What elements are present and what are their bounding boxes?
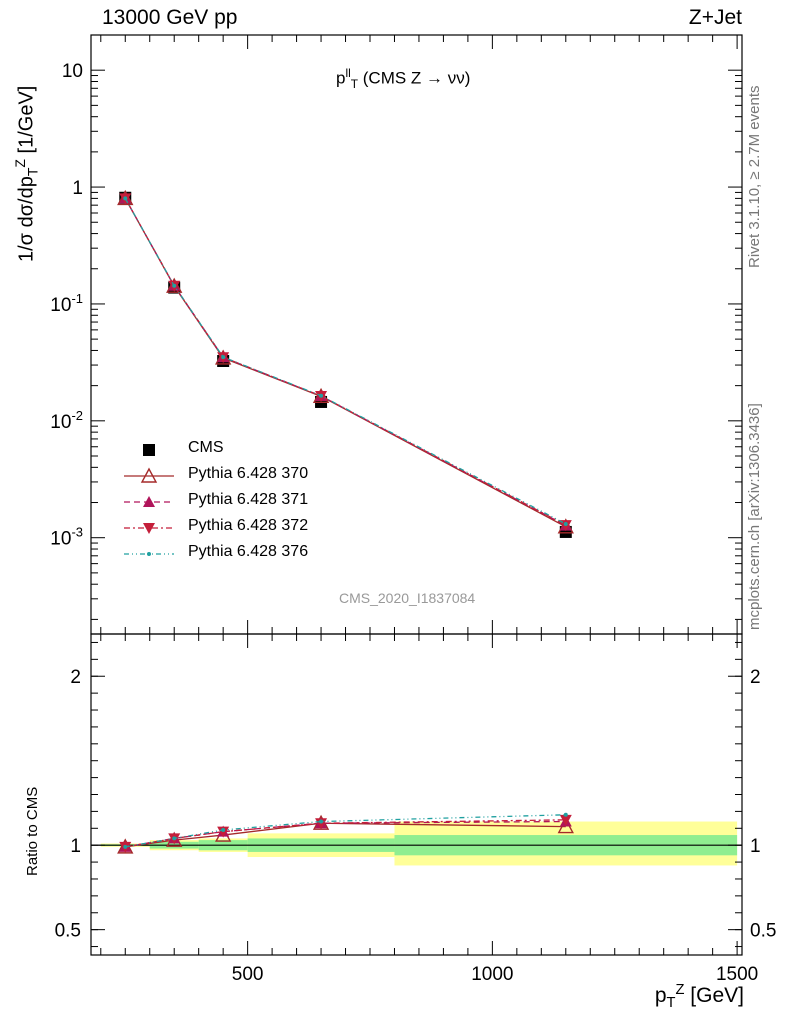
- x-axis-sup: Z: [675, 982, 685, 998]
- legend-marker-0: [143, 444, 155, 456]
- main-y-tick-label-2: 10-1: [50, 291, 83, 316]
- y-axis-label-main: 1/σ dσ/dpTZ [1/GeV]: [12, 86, 41, 262]
- x-axis-sub: T: [666, 995, 676, 1012]
- legend-marker-1: [140, 467, 158, 483]
- plot-title-suffix: (CMS Z → νν): [358, 68, 471, 88]
- ratio-y-tick-label-right-0: 0.5: [750, 921, 776, 942]
- main-point-4-0: [123, 196, 128, 201]
- main-point-1-3: [312, 387, 330, 404]
- main-y-tick-label-0: 10: [62, 61, 83, 82]
- ratio-y-tick-label-1: 1: [70, 836, 81, 857]
- ratio-point-3-1: [172, 836, 177, 841]
- ratio-panel-frame: [90, 633, 743, 956]
- rivet-version-label: Rivet 3.1.10, ≥ 2.7M events: [746, 85, 763, 269]
- legend-label-376: Pythia 6.428 376: [188, 543, 309, 560]
- y-axis-prefix: 1/σ dσ/dp: [15, 176, 38, 262]
- main-point-1-1: [166, 277, 183, 293]
- legend-symbol-372: [124, 523, 174, 534]
- x-tick-label-1: 1000: [471, 964, 513, 985]
- legend-marker-3: [143, 523, 155, 534]
- legend-label-cms: CMS: [188, 439, 224, 456]
- main-point-1-2: [214, 349, 232, 365]
- process-label: Z+Jet: [688, 6, 742, 29]
- y-axis-sub: T: [24, 167, 41, 177]
- legend-symbol-cms: [143, 444, 155, 456]
- main-point-4-4: [563, 521, 568, 526]
- y-axis-label-ratio: Ratio to CMS: [24, 786, 41, 876]
- ratio-y-tick-label-right-2: 2: [750, 667, 761, 688]
- x-axis-suffix: [GeV]: [684, 984, 744, 1007]
- main-y-tick-label-3: 10-2: [50, 408, 83, 433]
- ratio-point-3-0: [123, 844, 128, 849]
- collision-energy-label: 13000 GeV pp: [102, 6, 238, 29]
- y-axis-sup: Z: [12, 159, 28, 168]
- legend-symbol-371: [124, 496, 174, 507]
- ratio-point-2-4: [559, 814, 572, 826]
- analysis-id: CMS_2020_I1837084: [339, 590, 476, 606]
- x-tick-label-0: 500: [232, 964, 264, 985]
- legend-marker-2: [143, 496, 155, 507]
- ratio-point-3-3: [319, 819, 324, 824]
- x-axis-label: pTZ [GeV]: [655, 982, 744, 1011]
- main-series-line-4: [124, 198, 567, 525]
- main-y-tick-label-1: 1: [72, 178, 83, 199]
- ratio-y-tick-label-0: 0.5: [55, 921, 81, 942]
- legend-label-371: Pythia 6.428 371: [188, 491, 309, 508]
- main-point-4-1: [172, 283, 177, 288]
- ratio-y-tick-label-2: 2: [70, 667, 81, 688]
- ratio-point-2-2: [217, 826, 230, 838]
- legend-label-370: Pythia 6.428 370: [188, 465, 309, 482]
- legend-symbol-370: [124, 467, 174, 483]
- legend-symbol-376: [124, 552, 174, 556]
- x-tick-label-2: 1500: [716, 964, 758, 985]
- main-point-4-2: [221, 355, 226, 360]
- plot-title-main: p: [336, 68, 346, 88]
- ratio-point-3-4: [563, 812, 568, 817]
- legend-label-372: Pythia 6.428 372: [188, 517, 309, 534]
- ratio-y-tick-label-right-1: 1: [750, 836, 761, 857]
- main-point-4-3: [319, 393, 324, 398]
- mcplots-label: mcplots.cern.ch [arXiv:1306.3436]: [746, 403, 763, 630]
- plot-title: pllT (CMS Z → νν): [336, 66, 470, 91]
- plot-title-sup: ll: [345, 66, 351, 80]
- plot-title-sub: T: [350, 77, 359, 92]
- y-axis-suffix: [1/GeV]: [15, 85, 38, 160]
- main-y-tick-label-4: 10-3: [50, 525, 83, 550]
- ratio-point-3-2: [221, 827, 226, 832]
- legend-marker-4: [147, 552, 151, 556]
- x-axis-main: p: [654, 984, 667, 1007]
